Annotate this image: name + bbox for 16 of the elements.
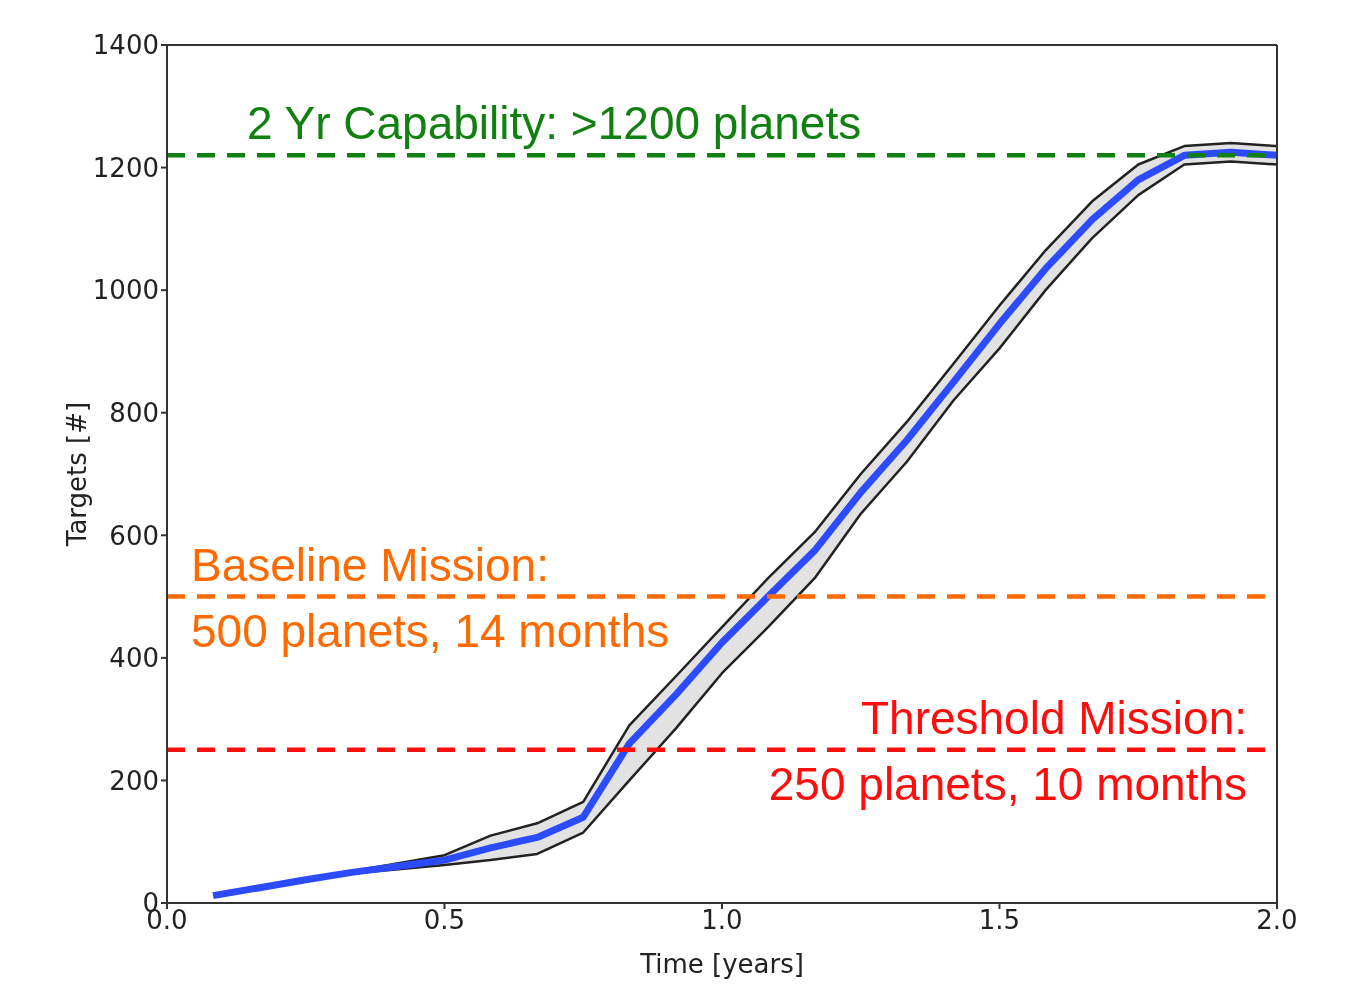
y-axis-title: Targets [#]: [62, 401, 93, 548]
y-tick-label: 800: [109, 397, 159, 428]
x-axis-title: Time [years]: [639, 949, 804, 979]
y-tick-label: 400: [109, 643, 159, 674]
x-tick-label: 1.5: [978, 905, 1021, 936]
y-tick-label: 200: [109, 765, 159, 796]
x-tick-label: 0.5: [423, 905, 466, 936]
y-tick-label: 600: [109, 520, 159, 551]
ref-line-label: 2 Yr Capability: >1200 planets: [247, 97, 862, 150]
ref-line-label: Baseline Mission: 500 planets, 14 months: [191, 538, 670, 657]
y-tick-label: 1400: [92, 30, 159, 61]
y-tick-label: 1200: [92, 152, 159, 183]
x-tick-label: 2.0: [1256, 905, 1298, 936]
ref-line-label: Threshold Mission: 250 planets, 10 months: [768, 691, 1247, 810]
x-tick-label: 1.0: [701, 905, 743, 936]
y-tick-label: 1000: [92, 275, 159, 306]
